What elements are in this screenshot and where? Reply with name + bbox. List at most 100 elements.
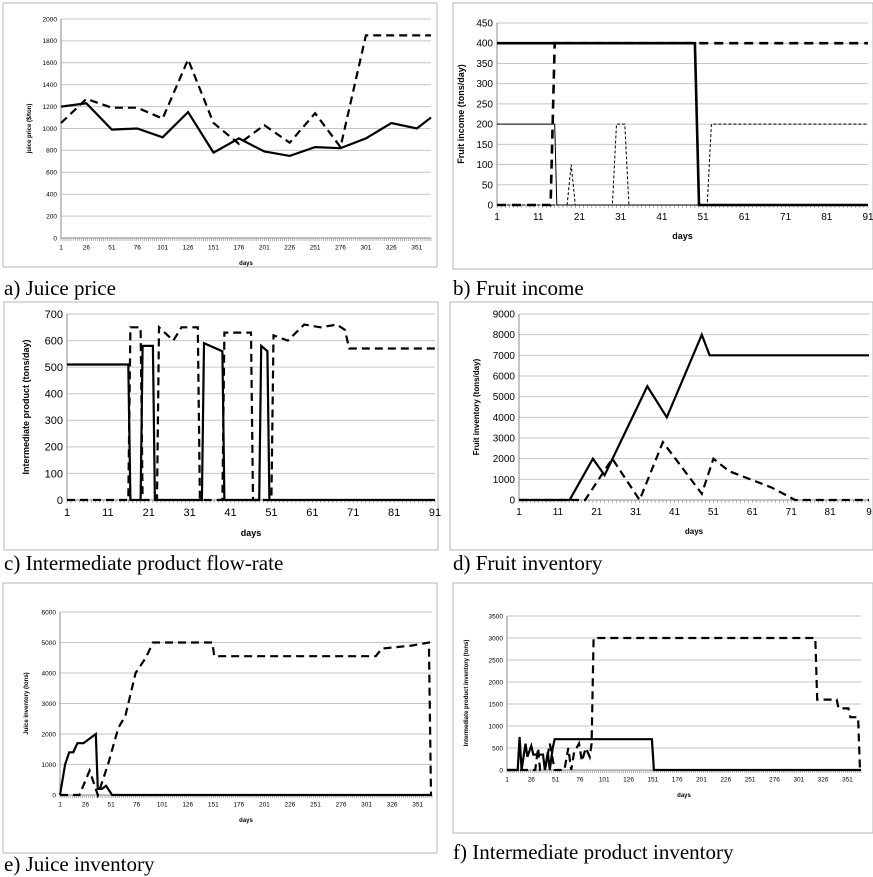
y-tick-label: 9000 xyxy=(493,310,516,321)
series-line-1 xyxy=(519,331,869,502)
x-tick-label: 71 xyxy=(780,212,792,223)
y-tick-label: 2000 xyxy=(43,16,58,23)
x-tick-label: 21 xyxy=(143,507,155,519)
series-line-2 xyxy=(60,34,431,150)
x-tick-label: 26 xyxy=(83,245,91,252)
x-tick-label: 31 xyxy=(615,212,627,223)
y-axis-title: Juice inventory (tons) xyxy=(24,672,30,734)
x-axis-title: days xyxy=(672,231,693,241)
x-tick-label: 301 xyxy=(361,245,372,252)
chart-frame xyxy=(2,2,438,268)
series-line-1 xyxy=(60,102,432,158)
y-tick-label: 3000 xyxy=(489,635,504,642)
y-tick-label: 2500 xyxy=(489,657,504,664)
y-tick-label: 0 xyxy=(52,792,56,799)
x-tick-label: 11 xyxy=(533,212,544,223)
y-tick-label: 8000 xyxy=(493,330,516,341)
y-tick-label: 600 xyxy=(45,335,63,347)
y-tick-label: 450 xyxy=(476,19,493,30)
series-line-1 xyxy=(67,341,435,502)
x-tick-label: 101 xyxy=(599,777,610,784)
y-tick-label: 7000 xyxy=(493,351,516,362)
y-tick-label: 3500 xyxy=(489,613,504,620)
x-tick-label: 351 xyxy=(412,802,423,809)
x-tick-label: 71 xyxy=(786,507,798,518)
x-tick-label: 226 xyxy=(285,802,296,809)
x-tick-label: 226 xyxy=(284,245,295,252)
x-tick-label: 21 xyxy=(574,212,586,223)
x-tick-label: 251 xyxy=(310,245,321,252)
y-tick-label: 1000 xyxy=(43,126,58,133)
chart-frame xyxy=(449,301,873,551)
chart-frame xyxy=(2,582,438,854)
x-tick-label: 126 xyxy=(182,802,193,809)
y-tick-label: 400 xyxy=(45,389,63,401)
y-tick-label: 4000 xyxy=(493,413,516,424)
series-line-1 xyxy=(58,731,432,797)
y-tick-label: 1800 xyxy=(43,38,58,45)
y-tick-label: 6000 xyxy=(42,609,57,616)
y-tick-label: 3000 xyxy=(42,701,57,708)
x-tick-label: 276 xyxy=(336,802,347,809)
series-line-2 xyxy=(507,636,862,772)
caption-juice-inventory: e) Juice inventory xyxy=(4,852,155,876)
x-tick-label: 1 xyxy=(64,507,70,519)
y-tick-label: 1000 xyxy=(493,475,516,486)
x-tick-label: 11 xyxy=(553,507,564,518)
y-tick-label: 50 xyxy=(482,180,494,191)
y-tick-label: 400 xyxy=(46,191,57,198)
x-tick-label: 76 xyxy=(134,245,142,252)
y-tick-label: 200 xyxy=(46,213,57,220)
x-tick-label: 151 xyxy=(647,777,658,784)
y-tick-label: 500 xyxy=(45,362,63,374)
x-tick-label: 31 xyxy=(184,507,196,519)
x-tick-label: 41 xyxy=(669,507,681,518)
x-tick-label: 76 xyxy=(576,777,584,784)
y-tick-label: 5000 xyxy=(493,392,516,403)
y-tick-label: 0 xyxy=(53,235,57,242)
x-tick-label: 61 xyxy=(747,507,759,518)
y-tick-label: 100 xyxy=(476,160,493,171)
x-tick-label: 81 xyxy=(821,212,833,223)
y-axis-title: Fruit inventory (tons/day) xyxy=(472,358,481,455)
y-tick-label: 2000 xyxy=(42,731,57,738)
x-tick-label: 51 xyxy=(107,802,115,809)
y-tick-label: 300 xyxy=(45,415,63,427)
x-tick-label: 31 xyxy=(630,507,642,518)
series-line-1 xyxy=(507,736,861,772)
caption-fruit-inventory: d) Fruit inventory xyxy=(453,551,603,575)
caption-fruit-income: b) Fruit income xyxy=(453,276,584,300)
y-tick-label: 0 xyxy=(509,496,515,507)
x-tick-label: 41 xyxy=(224,507,236,519)
x-tick-label: 326 xyxy=(386,245,397,252)
x-tick-label: 11 xyxy=(102,507,113,519)
x-tick-label: 101 xyxy=(157,245,168,252)
x-tick-label: 1 xyxy=(516,507,522,518)
y-tick-label: 1500 xyxy=(489,701,504,708)
y-tick-label: 0 xyxy=(57,495,63,507)
x-axis-title: days xyxy=(685,527,704,536)
chart-fruit-income: 0 50 100 150 200 250 300 350 400 450 1 11 21 31 41 51 61… xyxy=(450,0,873,272)
x-tick-label: 276 xyxy=(769,777,780,784)
y-axis-title: Intermediate product (tons/day) xyxy=(21,339,31,474)
series-line-4 xyxy=(497,123,868,206)
y-tick-label: 0 xyxy=(487,201,493,212)
caption-juice-price: a) Juice price xyxy=(4,276,116,300)
x-tick-label: 301 xyxy=(793,777,804,784)
x-tick-label: 201 xyxy=(696,777,707,784)
x-tick-label: 71 xyxy=(347,507,359,519)
y-tick-label: 1000 xyxy=(489,723,504,730)
x-axis-title: days xyxy=(241,528,262,538)
y-tick-label: 1600 xyxy=(43,60,58,67)
y-tick-label: 200 xyxy=(45,442,63,454)
x-tick-label: 26 xyxy=(528,777,536,784)
x-axis-title: days xyxy=(677,793,691,799)
x-axis-title: days xyxy=(239,818,253,824)
y-tick-label: 100 xyxy=(45,468,63,480)
x-tick-label: 101 xyxy=(157,802,168,809)
x-tick-label: 226 xyxy=(720,777,731,784)
x-tick-label: 91 xyxy=(429,507,441,519)
